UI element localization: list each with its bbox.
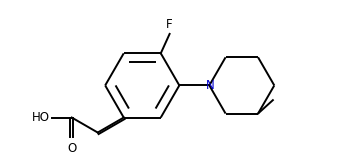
Text: N: N — [206, 79, 215, 92]
Text: F: F — [166, 18, 173, 31]
Text: HO: HO — [31, 111, 49, 124]
Text: O: O — [67, 142, 76, 155]
